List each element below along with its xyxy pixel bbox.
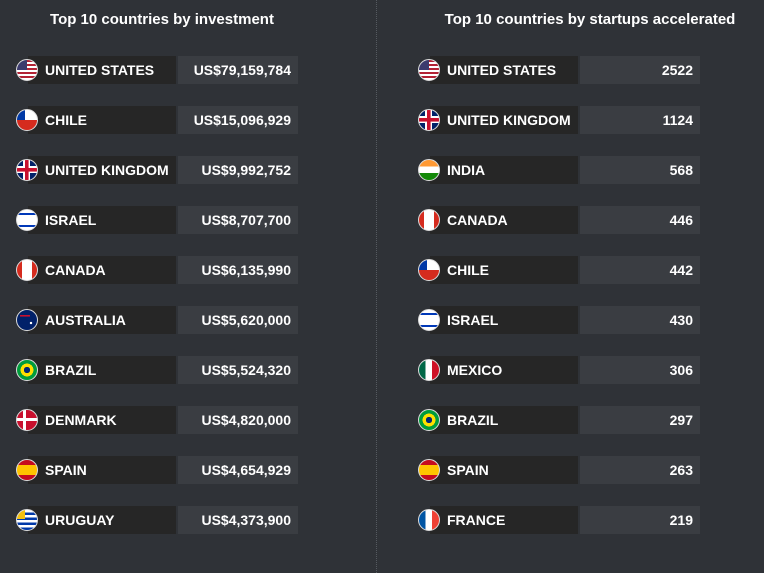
ranking-row: CANADA 446: [418, 206, 700, 234]
divider: [376, 0, 377, 573]
country-value: 297: [580, 406, 700, 434]
country-value: 306: [580, 356, 700, 384]
country-name: UNITED KINGDOM: [28, 156, 176, 184]
country-value: 263: [580, 456, 700, 484]
ranking-row: ISRAEL 430: [418, 306, 700, 334]
country-name: MEXICO: [430, 356, 578, 384]
country-name: FRANCE: [430, 506, 578, 534]
flag-icon: [418, 209, 440, 231]
ranking-row: BRAZIL 297: [418, 406, 700, 434]
country-name: UNITED STATES: [430, 56, 578, 84]
country-value: US$9,992,752: [178, 156, 298, 184]
flag-icon: [16, 359, 38, 381]
country-value: US$4,654,929: [178, 456, 298, 484]
country-name: SPAIN: [28, 456, 176, 484]
country-name: SPAIN: [430, 456, 578, 484]
flag-icon: [418, 259, 440, 281]
ranking-row: MEXICO 306: [418, 356, 700, 384]
flag-icon: [16, 309, 38, 331]
flag-icon: [418, 359, 440, 381]
country-value: US$4,820,000: [178, 406, 298, 434]
ranking-row: ISRAEL US$8,707,700: [16, 206, 298, 234]
country-name: INDIA: [430, 156, 578, 184]
flag-icon: [16, 259, 38, 281]
country-value: 2522: [580, 56, 700, 84]
flag-icon: [16, 159, 38, 181]
ranking-list: UNITED STATES 2522 UNITED KINGDOM 1124 INDIA…: [418, 56, 700, 534]
country-name: BRAZIL: [28, 356, 176, 384]
country-value: US$5,620,000: [178, 306, 298, 334]
country-value: 568: [580, 156, 700, 184]
flag-icon: [418, 159, 440, 181]
country-value: US$4,373,900: [178, 506, 298, 534]
country-value: US$15,096,929: [178, 106, 298, 134]
ranking-list: UNITED STATES US$79,159,784 CHILE US$15,096…: [16, 56, 298, 534]
ranking-row: UNITED STATES US$79,159,784: [16, 56, 298, 84]
country-value: 1124: [580, 106, 700, 134]
country-value: US$5,524,320: [178, 356, 298, 384]
country-value: 219: [580, 506, 700, 534]
flag-icon: [16, 209, 38, 231]
flag-icon: [16, 459, 38, 481]
ranking-row: UNITED KINGDOM 1124: [418, 106, 700, 134]
ranking-row: FRANCE 219: [418, 506, 700, 534]
ranking-row: CANADA US$6,135,990: [16, 256, 298, 284]
ranking-row: SPAIN US$4,654,929: [16, 456, 298, 484]
ranking-row: UNITED STATES 2522: [418, 56, 700, 84]
country-value: 430: [580, 306, 700, 334]
country-name: AUSTRALIA: [28, 306, 176, 334]
country-name: CANADA: [430, 206, 578, 234]
flag-icon: [418, 459, 440, 481]
ranking-row: CHILE 442: [418, 256, 700, 284]
flag-icon: [418, 309, 440, 331]
flag-icon: [16, 109, 38, 131]
flag-icon: [418, 409, 440, 431]
country-name: DENMARK: [28, 406, 176, 434]
country-name: UNITED KINGDOM: [430, 106, 578, 134]
country-name: BRAZIL: [430, 406, 578, 434]
ranking-row: SPAIN 263: [418, 456, 700, 484]
ranking-row: DENMARK US$4,820,000: [16, 406, 298, 434]
ranking-row: AUSTRALIA US$5,620,000: [16, 306, 298, 334]
table-title: Top 10 countries by startups accelerated: [444, 11, 736, 28]
table-title: Top 10 countries by investment: [50, 11, 274, 28]
flag-icon: [418, 509, 440, 531]
country-name: CHILE: [430, 256, 578, 284]
country-name: CANADA: [28, 256, 176, 284]
country-name: CHILE: [28, 106, 176, 134]
flag-icon: [418, 109, 440, 131]
ranking-row: BRAZIL US$5,524,320: [16, 356, 298, 384]
ranking-row: CHILE US$15,096,929: [16, 106, 298, 134]
ranking-row: URUGUAY US$4,373,900: [16, 506, 298, 534]
flag-icon: [418, 59, 440, 81]
ranking-row: INDIA 568: [418, 156, 700, 184]
country-value: US$79,159,784: [178, 56, 298, 84]
country-name: ISRAEL: [430, 306, 578, 334]
country-value: US$8,707,700: [178, 206, 298, 234]
country-value: 446: [580, 206, 700, 234]
country-name: ISRAEL: [28, 206, 176, 234]
flag-icon: [16, 509, 38, 531]
country-name: URUGUAY: [28, 506, 176, 534]
ranking-row: UNITED KINGDOM US$9,992,752: [16, 156, 298, 184]
flag-icon: [16, 59, 38, 81]
flag-icon: [16, 409, 38, 431]
country-name: UNITED STATES: [28, 56, 176, 84]
country-value: US$6,135,990: [178, 256, 298, 284]
country-value: 442: [580, 256, 700, 284]
